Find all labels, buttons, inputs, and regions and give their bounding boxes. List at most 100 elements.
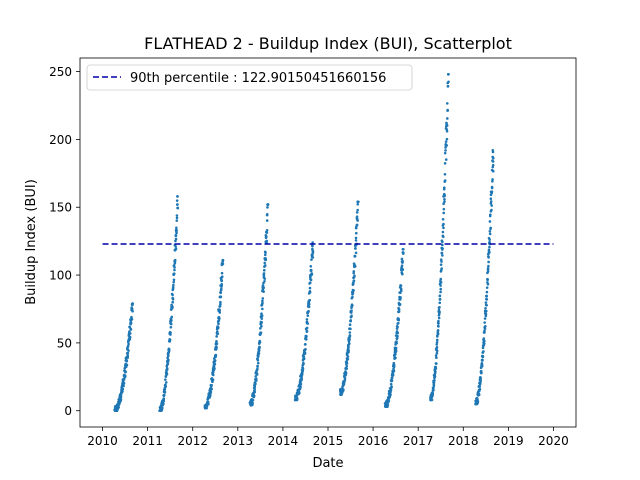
data-point <box>171 285 175 289</box>
data-point <box>219 300 222 304</box>
data-point <box>489 227 492 231</box>
data-point <box>221 262 225 266</box>
data-point <box>218 317 221 320</box>
data-point <box>387 399 391 403</box>
data-point <box>122 378 126 381</box>
data-point <box>175 216 179 220</box>
data-point <box>485 290 489 294</box>
data-point <box>354 251 358 255</box>
data-point <box>174 237 178 241</box>
data-point <box>437 308 441 312</box>
data-point <box>311 244 314 248</box>
data-point <box>127 349 130 352</box>
data-point <box>209 390 213 394</box>
data-point <box>481 359 484 362</box>
data-point <box>165 368 169 371</box>
data-point <box>119 394 123 398</box>
data-point <box>400 264 404 268</box>
data-point <box>163 390 167 394</box>
data-point <box>166 353 170 356</box>
data-point <box>122 384 125 388</box>
data-point <box>394 356 397 360</box>
data-point <box>126 356 130 359</box>
data-point <box>482 337 486 340</box>
data-point <box>486 278 490 281</box>
data-point <box>485 304 488 307</box>
data-point <box>121 387 125 391</box>
data-point <box>305 329 309 333</box>
data-point <box>394 352 397 356</box>
data-point <box>354 247 357 250</box>
data-point <box>303 351 307 355</box>
data-point <box>435 356 438 360</box>
data-point <box>262 272 266 275</box>
data-point <box>125 359 129 363</box>
data-point <box>221 258 225 262</box>
data-point <box>396 325 399 329</box>
data-point <box>441 247 444 250</box>
data-point <box>398 302 402 306</box>
data-point <box>442 207 446 211</box>
data-point <box>485 286 489 289</box>
data-point <box>172 272 176 275</box>
data-point <box>487 260 490 264</box>
data-point <box>350 309 353 312</box>
data-point <box>444 146 447 149</box>
data-point <box>215 342 219 346</box>
data-point <box>443 151 447 155</box>
data-point <box>171 297 175 301</box>
data-point <box>255 373 259 376</box>
data-point <box>259 331 263 334</box>
data-point <box>119 398 123 401</box>
data-point <box>355 215 359 219</box>
data-point <box>482 342 486 345</box>
data-point <box>264 258 268 262</box>
data-point <box>488 245 491 249</box>
data-point <box>215 345 218 349</box>
data-point <box>211 378 215 382</box>
data-point <box>342 388 345 391</box>
data-point <box>480 364 484 368</box>
data-point <box>162 398 166 402</box>
data-point <box>437 322 440 325</box>
data-point <box>307 305 311 309</box>
data-point <box>356 202 360 206</box>
data-point <box>437 325 440 328</box>
data-point <box>355 223 359 227</box>
data-point <box>486 268 490 272</box>
data-point <box>487 256 490 259</box>
data-point <box>258 340 262 344</box>
data-point <box>390 385 393 389</box>
data-point <box>219 302 222 306</box>
data-point <box>352 289 355 292</box>
data-point <box>263 264 267 267</box>
data-point <box>347 341 351 345</box>
data-point <box>432 388 435 392</box>
data-point <box>265 219 269 222</box>
y-tick-label: 200 <box>49 133 72 147</box>
data-point <box>263 279 266 283</box>
data-point <box>261 301 264 305</box>
data-point <box>164 381 168 384</box>
data-point <box>356 208 359 212</box>
data-point <box>343 378 347 382</box>
data-point <box>308 286 312 290</box>
data-point <box>220 283 224 286</box>
data-point <box>311 241 314 244</box>
data-point <box>441 240 444 244</box>
data-point <box>396 331 400 335</box>
data-point <box>447 72 450 76</box>
data-point <box>164 374 168 378</box>
x-tick-label: 2014 <box>268 434 299 448</box>
data-point <box>443 179 447 182</box>
data-point <box>441 243 444 247</box>
data-point <box>444 149 447 152</box>
data-point <box>488 230 492 233</box>
data-point <box>435 351 439 355</box>
data-point <box>167 347 171 351</box>
data-point <box>435 349 439 353</box>
data-point <box>169 322 173 326</box>
data-point <box>164 378 167 381</box>
data-point <box>213 362 217 366</box>
data-point <box>441 235 445 239</box>
